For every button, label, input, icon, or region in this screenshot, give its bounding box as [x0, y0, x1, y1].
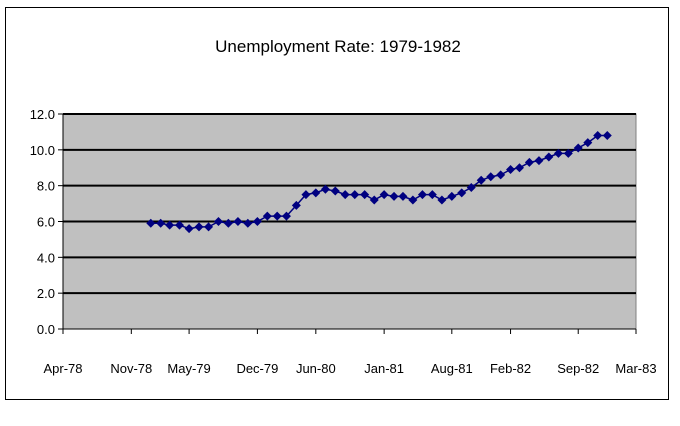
data-point-marker [243, 218, 253, 228]
data-point-marker [496, 170, 506, 180]
data-point-marker [514, 163, 524, 173]
data-point-marker [204, 222, 214, 232]
data-point-marker [466, 182, 476, 192]
data-point-marker [262, 211, 272, 221]
data-point-marker [360, 190, 370, 200]
y-tick-label: 2.0 [37, 286, 55, 301]
data-point-marker [583, 138, 593, 148]
data-point-marker [223, 218, 233, 228]
data-point-marker [184, 224, 194, 234]
data-point-marker [573, 143, 583, 153]
data-point-marker [252, 217, 262, 226]
data-point-marker [330, 186, 340, 196]
data-point-marker [437, 195, 447, 205]
chart-frame: Unemployment Rate: 1979-1982 0.0 2.0 4.0 6.… [5, 7, 669, 400]
x-tick-label: Jun-80 [296, 361, 336, 376]
y-tick-label: 0.0 [37, 322, 55, 337]
y-axis: 0.0 2.0 4.0 6.0 8.0 10.0 12.0 [30, 107, 64, 337]
data-point-marker [457, 188, 467, 198]
data-point-marker [165, 220, 175, 230]
x-tick-label: Dec-79 [236, 361, 278, 376]
data-point-marker [447, 191, 457, 201]
data-point-marker [156, 218, 166, 228]
data-point-marker [563, 148, 573, 158]
data-point-marker [175, 220, 185, 230]
x-tick-label: Feb-82 [490, 361, 531, 376]
data-point-marker [233, 217, 243, 226]
data-point-marker [417, 190, 427, 200]
data-point-marker [340, 190, 350, 200]
data-point-marker [301, 190, 311, 200]
data-point-marker [213, 217, 223, 226]
data-point-marker [379, 190, 389, 200]
y-tick-label: 8.0 [37, 179, 55, 194]
data-point-marker [291, 200, 301, 210]
x-tick-label: Aug-81 [431, 361, 473, 376]
y-tick-label: 4.0 [37, 250, 55, 265]
chart-title: Unemployment Rate: 1979-1982 [215, 37, 461, 56]
data-point-marker [408, 195, 418, 205]
x-tick-label: May-79 [167, 361, 210, 376]
data-point-marker [389, 191, 399, 201]
data-point-marker [194, 222, 204, 232]
x-tick-label: Jan-81 [364, 361, 404, 376]
data-point-marker [593, 131, 603, 140]
x-tick-label: Nov-78 [110, 361, 152, 376]
data-point-marker [272, 211, 282, 221]
data-point-marker [524, 157, 534, 167]
line-chart: Unemployment Rate: 1979-1982 0.0 2.0 4.0 6.… [30, 37, 657, 376]
y-tick-label: 6.0 [37, 215, 55, 230]
x-axis: Apr-78 Nov-78 May-79 Dec-79 Jun-80 Jan-81 Aug-… [43, 328, 657, 376]
series-layer [146, 131, 612, 234]
data-point-marker [281, 211, 291, 221]
data-point-marker [476, 175, 486, 185]
data-point-marker [369, 195, 379, 205]
y-tick-label: 12.0 [30, 107, 55, 122]
x-tick-label: Mar-83 [615, 361, 656, 376]
x-tick-label: Apr-78 [43, 361, 82, 376]
data-point-marker [553, 148, 563, 158]
data-point-marker [320, 184, 330, 194]
data-point-marker [427, 190, 437, 200]
data-point-marker [544, 152, 554, 162]
data-point-marker [146, 218, 156, 228]
data-point-marker [350, 190, 360, 200]
data-point-marker [486, 172, 496, 182]
data-point-marker [398, 191, 408, 201]
data-point-marker [602, 131, 612, 140]
y-tick-label: 10.0 [30, 143, 55, 158]
data-point-marker [534, 156, 544, 166]
data-point-marker [506, 165, 516, 175]
data-point-marker [311, 188, 321, 198]
x-tick-label: Sep-82 [557, 361, 599, 376]
